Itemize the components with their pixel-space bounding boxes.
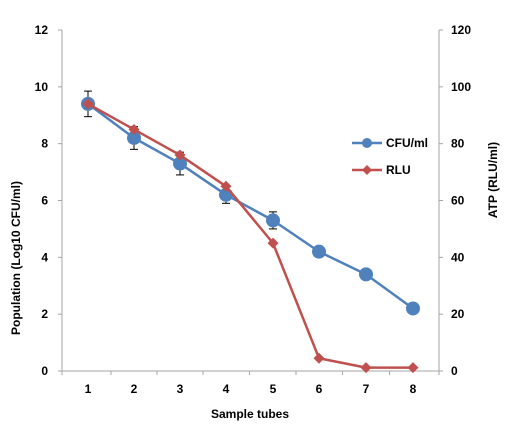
data-point: [406, 301, 420, 316]
data-point: [359, 267, 373, 282]
right-axis-ticks: 0 20 40 60 80 100 120: [439, 23, 471, 378]
x-tick-label: 7: [363, 382, 370, 396]
left-tick-label: 6: [41, 194, 48, 208]
right-tick-label: 80: [451, 137, 465, 151]
data-point: [174, 149, 186, 161]
data-point: [267, 237, 279, 249]
data-point: [312, 244, 326, 259]
series-rlu: [82, 98, 419, 374]
data-point: [266, 213, 280, 228]
data-point: [360, 362, 372, 374]
legend-cfu-label: CFU/ml: [386, 136, 428, 150]
data-point: [173, 156, 187, 171]
legend-rlu-marker: [362, 165, 372, 175]
x-tick-label: 5: [270, 382, 277, 396]
left-axis-title: Population (Log10 CFU/ml): [9, 181, 23, 335]
x-tick-label: 1: [85, 382, 92, 396]
data-point: [220, 180, 232, 192]
left-tick-label: 12: [35, 23, 49, 37]
x-axis-title: Sample tubes: [211, 407, 289, 421]
data-point: [127, 130, 141, 145]
right-tick-label: 0: [451, 364, 458, 378]
x-tick-label: 2: [131, 382, 138, 396]
left-tick-label: 0: [41, 364, 48, 378]
series-line: [87, 102, 413, 369]
left-tick-label: 10: [35, 80, 49, 94]
left-tick-label: 2: [41, 307, 48, 321]
x-axis-ticks: 1 2 3 4 5 6 7 8: [61, 371, 440, 396]
right-tick-label: 120: [451, 23, 471, 37]
data-point: [313, 352, 325, 364]
right-axis-title: ATP (RLU/ml): [486, 142, 500, 218]
x-tick-label: 3: [177, 382, 184, 396]
left-tick-label: 4: [41, 250, 48, 264]
right-tick-label: 100: [451, 80, 471, 94]
left-axis-ticks: 0 2 4 6 8 10 12: [35, 23, 62, 378]
x-tick-label: 6: [316, 382, 323, 396]
legend: CFU/ml RLU: [352, 136, 428, 177]
right-tick-label: 60: [451, 194, 465, 208]
data-point: [82, 98, 94, 110]
right-tick-label: 40: [451, 250, 465, 264]
x-tick-label: 8: [410, 382, 417, 396]
series-line: [87, 102, 414, 310]
legend-cfu-marker: [362, 138, 372, 148]
data-point: [407, 362, 419, 374]
series-layer: [81, 90, 420, 374]
left-tick-label: 8: [41, 137, 48, 151]
data-point: [128, 123, 140, 135]
right-tick-label: 20: [451, 307, 465, 321]
legend-rlu-label: RLU: [386, 163, 411, 177]
x-tick-label: 4: [223, 382, 230, 396]
